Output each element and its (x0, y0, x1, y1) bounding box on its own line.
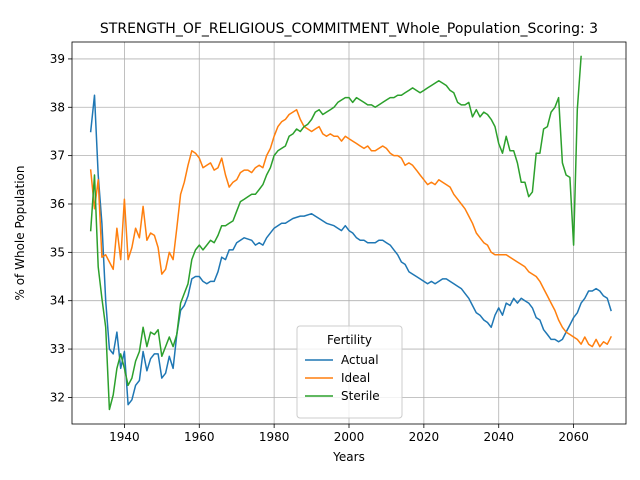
legend-items: Actual Ideal Sterile (305, 353, 380, 403)
x-tick-label: 2000 (334, 430, 365, 444)
series-line-actual (89, 94, 612, 406)
x-axis-ticks: 1940 1960 1980 2000 2020 2040 2060 (109, 424, 589, 444)
legend-box (296, 325, 403, 419)
legend: Fertility Actual Ideal Sterile (296, 325, 403, 419)
y-axis-label: % of Whole Population (13, 166, 27, 301)
legend-label-actual: Actual (341, 353, 379, 367)
x-tick-label: 2060 (558, 430, 589, 444)
y-axis-ticks: 32 33 34 35 36 37 38 39 (50, 52, 72, 404)
series-line-ideal (89, 108, 613, 348)
y-tick-label: 39 (50, 52, 65, 66)
y-tick-label: 38 (50, 100, 65, 114)
legend-label-sterile: Sterile (341, 389, 380, 403)
x-axis-label: Years (332, 450, 365, 464)
x-tick-label: 1960 (184, 430, 215, 444)
x-tick-label: 1940 (109, 430, 140, 444)
y-tick-label: 35 (50, 245, 65, 259)
legend-label-ideal: Ideal (341, 371, 370, 385)
chart-title: STRENGTH_OF_RELIGIOUS_COMMITMENT_Whole_P… (100, 21, 598, 37)
series-lines (89, 55, 613, 411)
series-line-sterile (89, 55, 582, 411)
y-tick-label: 34 (50, 294, 65, 308)
y-tick-label: 37 (50, 149, 65, 163)
y-tick-label: 32 (50, 390, 65, 404)
x-tick-label: 2020 (409, 430, 440, 444)
legend-title: Fertility (327, 333, 372, 347)
x-tick-label: 1980 (259, 430, 290, 444)
x-tick-label: 2040 (483, 430, 514, 444)
y-tick-label: 36 (50, 197, 65, 211)
y-tick-label: 33 (50, 342, 65, 356)
